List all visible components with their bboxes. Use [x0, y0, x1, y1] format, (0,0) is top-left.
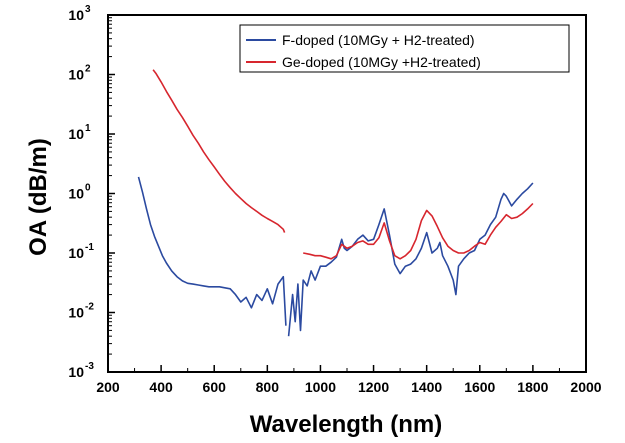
y-tick-exponent: -3	[85, 361, 94, 372]
y-tick-exponent: 1	[85, 123, 91, 134]
series-line-ge-doped	[152, 69, 286, 233]
series-line-f-doped	[137, 176, 287, 326]
y-tick-label: 10	[68, 245, 84, 261]
x-tick-label: 400	[149, 379, 173, 395]
x-axis: 200 400 600 800 1000 1200 1400 1600 1800 2000	[96, 365, 602, 395]
x-tick-label: 2000	[570, 379, 601, 395]
x-tick-label: 1800	[517, 379, 548, 395]
y-tick-label: 10	[68, 186, 84, 202]
y-axis-title: OA (dB/m)	[25, 138, 52, 256]
y-tick-label: 10	[68, 7, 84, 23]
y-tick-exponent: 2	[85, 64, 91, 75]
legend: F-doped (10MGy + H2-treated) Ge-doped (1…	[239, 24, 570, 73]
x-axis-title: Wavelength (nm)	[250, 411, 442, 438]
y-tick-label: 10	[68, 305, 84, 321]
x-tick-label: 200	[96, 379, 120, 395]
plot-lines	[137, 69, 534, 337]
y-tick-label: 10	[68, 67, 84, 83]
x-tick-label: 1400	[411, 379, 442, 395]
y-tick-exponent: -2	[85, 302, 94, 313]
legend-label-ge-doped: Ge-doped (10MGy +H2-treated)	[282, 54, 481, 70]
x-tick-label: 1000	[305, 379, 336, 395]
x-tick-label: 1600	[464, 379, 495, 395]
y-tick-exponent: -1	[85, 242, 94, 253]
series-line-f-doped	[287, 182, 534, 337]
legend-box	[239, 24, 570, 73]
x-tick-label: 1200	[358, 379, 389, 395]
x-tick-label: 600	[203, 379, 227, 395]
y-tick-exponent: 0	[85, 183, 91, 194]
y-tick-label: 10	[68, 126, 84, 142]
y-tick-label: 10	[68, 364, 84, 380]
legend-label-f-doped: F-doped (10MGy + H2-treated)	[282, 32, 475, 48]
y-tick-exponent: 3	[85, 4, 91, 15]
x-tick-label: 800	[256, 379, 280, 395]
series-line-ge-doped	[303, 202, 534, 260]
